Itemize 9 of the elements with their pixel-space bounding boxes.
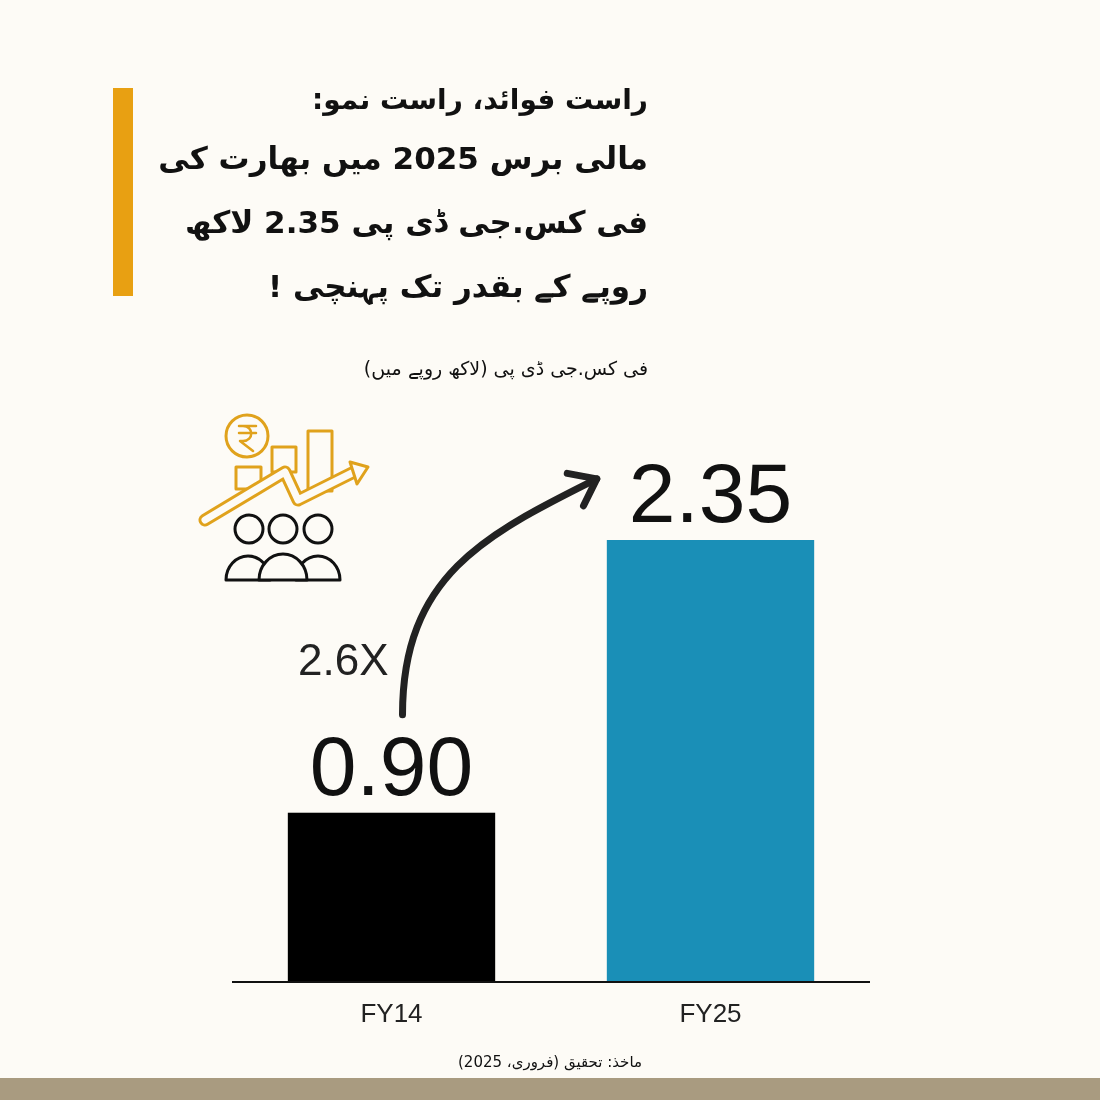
data-label: 2.35 [628,446,793,540]
x-tick-label: FY25 [679,998,742,1028]
x-tick-label: FY14 [360,998,423,1028]
chart-title: راست فوائد، راست نمو: [311,82,648,118]
text: ماخذ: تحقیق (فروری، 2025) [457,1052,643,1072]
chart-subtitle: مالی برس 2025 میں بھارت کی فی کس.جی ڈی پی 2.35 لاکھ روپے کے بقدر تک پہنچی ! [157,139,648,307]
annotation: 2.6X [297,634,389,684]
text: فی کس.جی ڈی پی (لاکھ روپے میں) [362,356,648,382]
data-label: 0.90 [309,718,474,813]
